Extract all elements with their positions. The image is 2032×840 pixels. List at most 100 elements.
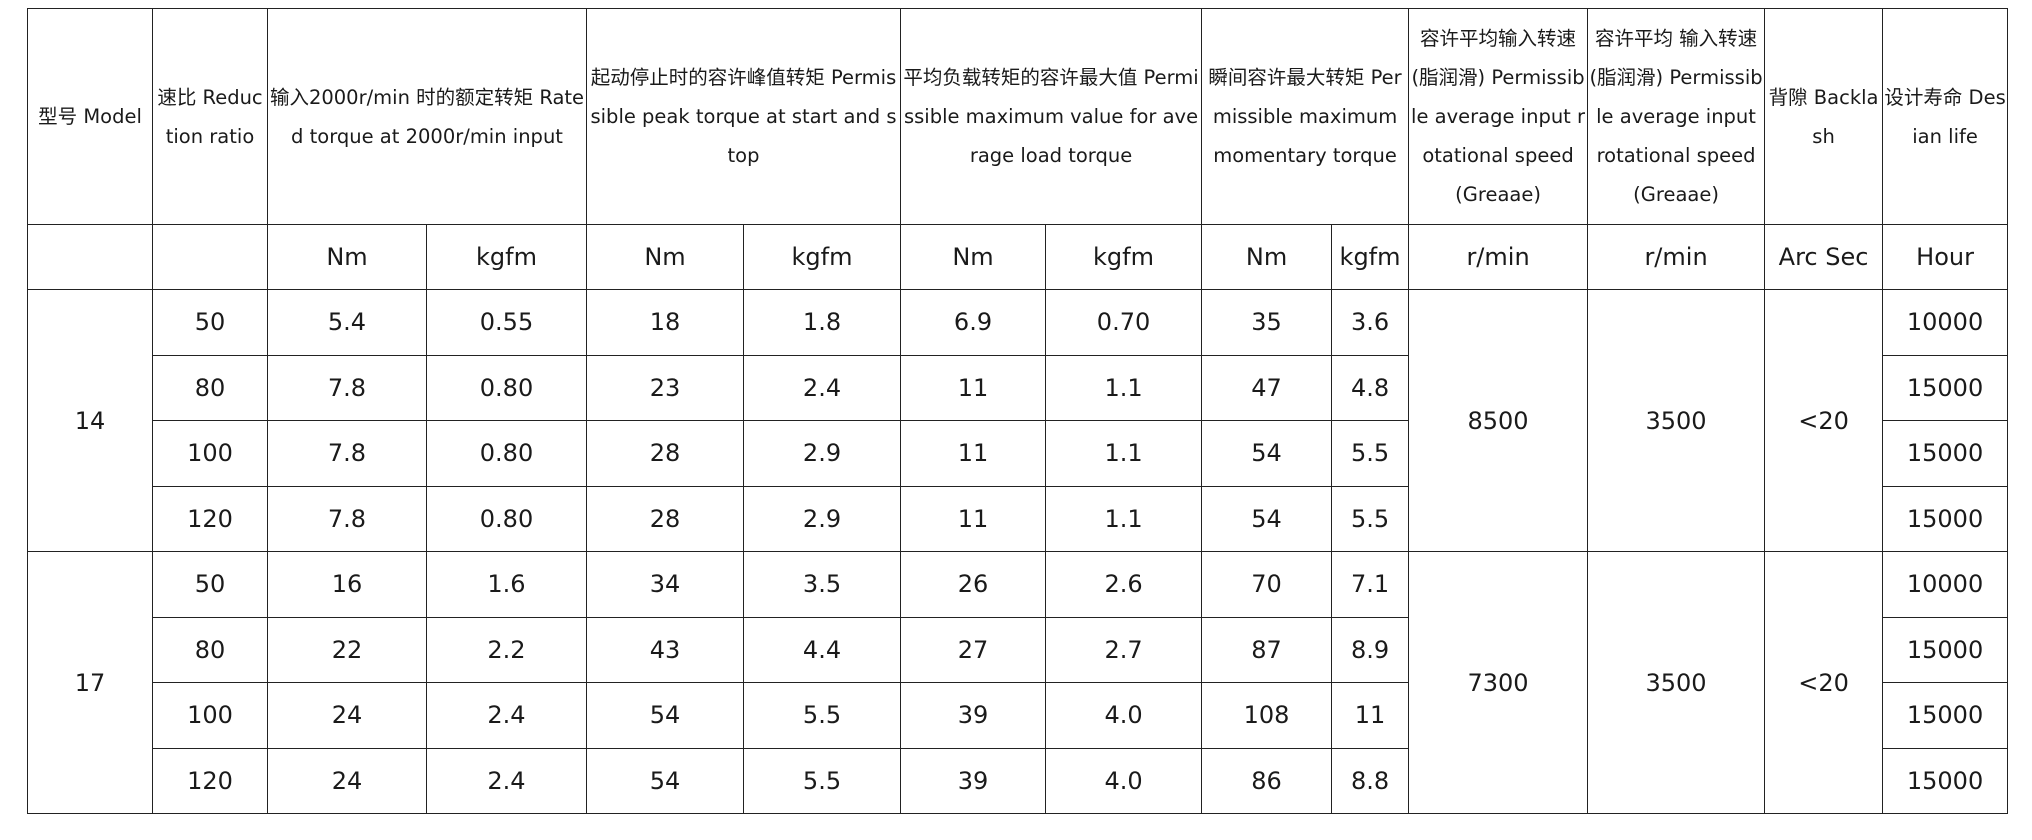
cell-life: 15000	[1882, 485, 2009, 552]
cell-peak-kgfm: 5.5	[742, 747, 902, 814]
cell-mom-nm: 87	[1201, 616, 1333, 683]
cell-mom-nm: 35	[1201, 289, 1333, 356]
cell-avg-kgfm: 2.7	[1045, 616, 1203, 683]
cell-mom-nm: 47	[1201, 354, 1333, 421]
cell-avg-nm: 26	[900, 551, 1047, 618]
table-row: 100 7.8 0.80 28 2.9 11 1.1 54 5.5 15000	[28, 420, 2009, 487]
cell-mom-kgfm: 3.6	[1331, 289, 1410, 356]
cell-ratio: 120	[152, 747, 268, 814]
header-momentary-torque: 瞬间容许最大转矩 Permissible maximum momentary t…	[1201, 8, 1410, 225]
cell-peak-kgfm: 3.5	[742, 551, 902, 618]
cell-avg-kgfm: 1.1	[1045, 420, 1203, 487]
header-input-speed-1: 容许平均输入转速 (脂润滑) Permissible average input…	[1408, 8, 1589, 225]
cell-rated-kgfm: 2.4	[426, 747, 587, 814]
table-row: 100 24 2.4 54 5.5 39 4.0 108 11 15000	[28, 682, 2009, 749]
cell-mom-nm: 70	[1201, 551, 1333, 618]
cell-peak-nm: 54	[586, 682, 744, 749]
cell-mom-kgfm: 8.9	[1331, 616, 1410, 683]
cell-rated-nm: 24	[267, 747, 427, 814]
cell-speed-1: 8500	[1408, 289, 1589, 552]
cell-ratio: 80	[152, 616, 268, 683]
header-peak-torque: 起动停止时的容许峰值转矩 Permissible peak torque at …	[585, 8, 902, 225]
cell-avg-kgfm: 4.0	[1045, 747, 1203, 814]
cell-model: 17	[27, 551, 153, 814]
cell-mom-nm: 54	[1201, 485, 1333, 552]
cell-mom-nm: 86	[1201, 747, 1333, 814]
unit-rated-kgfm: kgfm	[426, 224, 587, 290]
cell-peak-nm: 18	[586, 289, 744, 356]
cell-avg-kgfm: 1.1	[1045, 485, 1203, 552]
cell-rated-nm: 22	[267, 616, 427, 683]
header-design-life: 设计寿命 Desian life	[1882, 8, 2009, 225]
table-row: 120 24 2.4 54 5.5 39 4.0 86 8.8 15000	[28, 747, 2009, 814]
cell-ratio: 50	[152, 289, 268, 356]
cell-peak-kgfm: 2.9	[742, 485, 902, 552]
cell-ratio: 100	[152, 682, 268, 749]
unit-peak-nm: Nm	[586, 224, 744, 290]
cell-life: 15000	[1882, 616, 2009, 683]
cell-peak-kgfm: 1.8	[742, 289, 902, 356]
header-row: 型号 Model 速比 Reduction ratio 输入2000r/min …	[27, 8, 2009, 225]
unit-backlash: Arc Sec	[1764, 224, 1884, 290]
cell-rated-nm: 7.8	[267, 485, 427, 552]
table-row: 14 50 5.4 0.55 18 1.8 6.9 0.70 35 3.6 8500 3500 <20 1…	[27, 289, 2009, 552]
unit-mom-kgfm: kgfm	[1331, 224, 1410, 290]
cell-peak-nm: 43	[586, 616, 744, 683]
cell-speed-2: 3500	[1587, 551, 1766, 814]
cell-peak-nm: 28	[586, 420, 744, 487]
unit-model	[27, 224, 153, 290]
cell-peak-kgfm: 5.5	[742, 682, 902, 749]
cell-rated-kgfm: 0.55	[426, 289, 587, 356]
table-row: 17 50 16 1.6 34 3.5 26 2.6 70 7.1 7300 3500 <20 10000	[27, 551, 2009, 814]
cell-ratio: 100	[152, 420, 268, 487]
cell-ratio: 50	[152, 551, 268, 618]
unit-peak-kgfm: kgfm	[742, 224, 902, 290]
cell-speed-1: 7300	[1408, 551, 1589, 814]
cell-life: 15000	[1882, 682, 2009, 749]
cell-backlash: <20	[1764, 551, 1884, 814]
cell-rated-kgfm: 2.4	[426, 682, 587, 749]
cell-avg-nm: 11	[900, 354, 1047, 421]
cell-avg-nm: 6.9	[900, 289, 1047, 356]
cell-model: 14	[27, 289, 153, 552]
cell-life: 15000	[1882, 354, 2009, 421]
cell-avg-kgfm: 1.1	[1045, 354, 1203, 421]
unit-avg-kgfm: kgfm	[1045, 224, 1203, 290]
unit-rated-nm: Nm	[267, 224, 427, 290]
table-row: 80 22 2.2 43 4.4 27 2.7 87 8.9 15000	[28, 616, 2009, 683]
cell-rated-nm: 7.8	[267, 420, 427, 487]
unit-row: Nm kgfm Nm kgfm Nm kgfm Nm kgfm r/min r/…	[27, 224, 2009, 290]
cell-speed-2: 3500	[1587, 289, 1766, 552]
unit-avg-nm: Nm	[900, 224, 1047, 290]
cell-peak-nm: 28	[586, 485, 744, 552]
cell-rated-nm: 16	[267, 551, 427, 618]
cell-mom-kgfm: 7.1	[1331, 551, 1410, 618]
header-model: 型号 Model	[27, 8, 153, 225]
cell-rated-nm: 24	[267, 682, 427, 749]
cell-backlash: <20	[1764, 289, 1884, 552]
cell-ratio: 80	[152, 354, 268, 421]
cell-rated-kgfm: 0.80	[426, 420, 587, 487]
cell-avg-nm: 39	[900, 682, 1047, 749]
cell-mom-nm: 54	[1201, 420, 1333, 487]
cell-peak-kgfm: 2.9	[742, 420, 902, 487]
cell-mom-kgfm: 5.5	[1331, 485, 1410, 552]
unit-life: Hour	[1882, 224, 2009, 290]
unit-speed-2: r/min	[1587, 224, 1766, 290]
cell-life: 10000	[1882, 551, 2009, 618]
cell-rated-nm: 7.8	[267, 354, 427, 421]
header-ratio: 速比 Reduction ratio	[152, 8, 268, 225]
header-input-speed-2: 容许平均 输入转速 (脂润滑) Permissible average inpu…	[1587, 8, 1766, 225]
table-row: 120 7.8 0.80 28 2.9 11 1.1 54 5.5 15000	[28, 485, 2009, 552]
spec-table: 型号 Model 速比 Reduction ratio 输入2000r/min …	[27, 8, 2009, 814]
cell-peak-nm: 23	[586, 354, 744, 421]
cell-ratio: 120	[152, 485, 268, 552]
cell-peak-nm: 34	[586, 551, 744, 618]
header-rated-torque: 输入2000r/min 时的额定转矩 Rated torque at 2000r…	[267, 8, 587, 225]
cell-life: 15000	[1882, 747, 2009, 814]
cell-peak-nm: 54	[586, 747, 744, 814]
unit-speed-1: r/min	[1408, 224, 1589, 290]
unit-mom-nm: Nm	[1201, 224, 1333, 290]
cell-mom-nm: 108	[1201, 682, 1333, 749]
cell-avg-kgfm: 4.0	[1045, 682, 1203, 749]
